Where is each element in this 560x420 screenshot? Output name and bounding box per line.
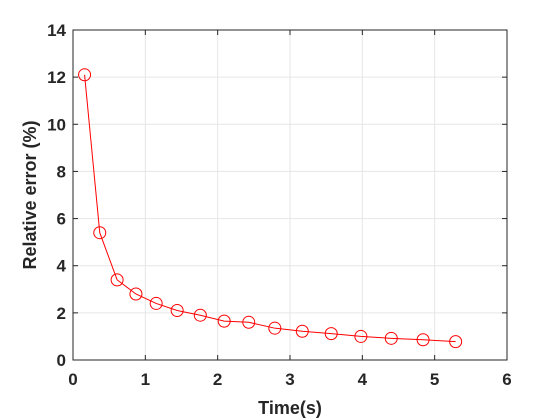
data-point — [110, 273, 124, 287]
data-point — [193, 308, 207, 322]
x-tick-label: 5 — [430, 370, 439, 389]
data-point — [354, 329, 368, 343]
data-point — [217, 314, 231, 328]
y-tick-label: 4 — [57, 257, 67, 276]
y-tick-label: 12 — [47, 68, 66, 87]
y-tick-label: 6 — [57, 210, 66, 229]
grid — [73, 30, 507, 360]
x-tick-label: 1 — [141, 370, 150, 389]
data-point — [93, 226, 107, 240]
x-tick-label: 2 — [213, 370, 222, 389]
y-tick-label: 0 — [57, 351, 66, 370]
data-point — [416, 333, 430, 347]
data-point — [295, 324, 309, 338]
y-tick-label: 10 — [47, 115, 66, 134]
data-point — [449, 335, 463, 349]
x-axis-label: Time(s) — [258, 398, 322, 418]
data-point — [384, 331, 398, 345]
data-point — [149, 296, 163, 310]
data-point — [268, 321, 282, 335]
y-axis-label: Relative error (%) — [20, 120, 40, 269]
x-tick-label: 3 — [285, 370, 294, 389]
x-tick-label: 6 — [502, 370, 511, 389]
data-point — [324, 327, 338, 341]
x-tick-label: 4 — [358, 370, 368, 389]
y-tick-label: 2 — [57, 304, 66, 323]
y-tick-label: 14 — [47, 21, 66, 40]
series — [78, 68, 463, 349]
data-point — [242, 315, 256, 329]
data-point — [129, 287, 143, 301]
x-tick-label: 0 — [68, 370, 77, 389]
data-point — [78, 68, 92, 82]
data-point — [170, 304, 184, 317]
series-line — [84, 74, 456, 343]
y-tick-label: 8 — [57, 162, 66, 181]
